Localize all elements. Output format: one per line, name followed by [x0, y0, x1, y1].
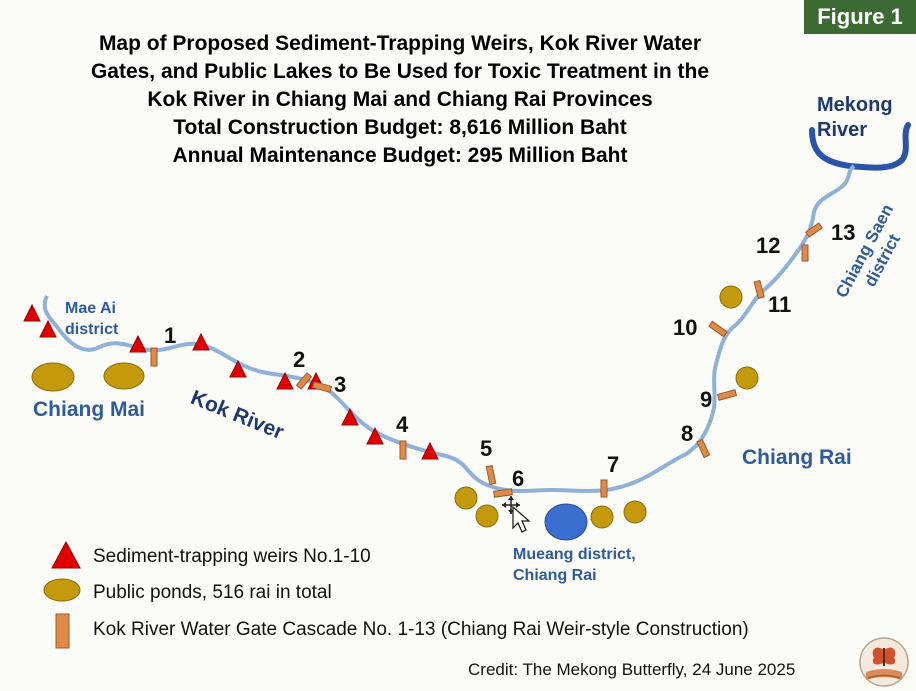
weir-icon: [366, 426, 384, 445]
gate-number: 5: [480, 436, 493, 461]
water-gate-3: [311, 381, 333, 393]
water-gate-13: [805, 222, 823, 238]
weir-icon: [23, 303, 41, 322]
gate-number: 9: [700, 387, 713, 412]
water-gate-5: [485, 464, 497, 486]
pond: [454, 486, 478, 510]
mekong-butterfly-logo-icon: [859, 637, 909, 687]
water-gate-12: [801, 244, 809, 262]
weir-icon: [129, 334, 147, 353]
gate-number: 12: [756, 233, 781, 258]
weir-icon: [229, 359, 247, 378]
legend-weir-icon: [51, 540, 81, 569]
mekong-river-label: Mekong River: [817, 93, 893, 143]
gate-number: 2: [293, 347, 306, 372]
mekong-river: [809, 122, 911, 171]
gate-number: 7: [607, 452, 620, 477]
title-line: Map of Proposed Sediment-Trapping Weirs,…: [98, 32, 702, 55]
gate-number: 13: [831, 220, 856, 245]
water-gate-9: [716, 389, 738, 401]
water-gate-10: [708, 320, 728, 338]
gate-number: 4: [396, 412, 409, 437]
legend-weirs-label: Sediment-trapping weirs No.1-10: [93, 546, 371, 567]
mueang-district-label: Mueang district, Chiang Rai: [513, 544, 636, 586]
water-gate-11: [753, 279, 765, 300]
legend-gates: Kok River Water Gate Cascade No. 1-13 (C…: [93, 619, 749, 641]
water-gate-4: [399, 440, 407, 460]
legend-ponds-label: Public ponds, 516 rai in total: [93, 582, 332, 603]
kok-river: [42, 164, 856, 493]
gate-number: 11: [768, 292, 792, 317]
gate-number: 8: [681, 421, 694, 446]
legend-pond-icon: [43, 578, 81, 602]
water-gate-1: [150, 347, 158, 367]
pond: [590, 505, 614, 529]
credit-text: Credit: The Mekong Butterfly, 24 June 20…: [468, 660, 796, 679]
mekong-label-line: Mekong: [817, 94, 893, 116]
gate-number: 6: [512, 466, 525, 491]
title-line: Annual Maintenance Budget: 295 Million B…: [172, 144, 628, 167]
weir-icon: [341, 407, 359, 426]
water-gate-2: [295, 372, 313, 390]
legend-gates-label: Kok River Water Gate Cascade No. 1-13 (C…: [93, 619, 749, 640]
gate-number: 3: [334, 372, 347, 397]
weir-icon: [192, 332, 210, 351]
water-gate-8: [696, 438, 711, 459]
chiang-mai-label: Chiang Mai: [33, 398, 146, 421]
mae-ai-label: Mae Ai district: [65, 298, 118, 340]
mae-ai-label-line: district: [65, 321, 119, 338]
pond: [735, 366, 759, 390]
legend-weirs: Sediment-trapping weirs No.1-10: [93, 546, 371, 568]
gate-number: 1: [164, 323, 177, 348]
pond: [719, 285, 743, 309]
gate-number: 10: [673, 315, 698, 340]
mouse-cursor-icon: [502, 496, 531, 533]
chiang-rai-label: Chiang Rai: [742, 446, 852, 469]
title-line: Kok River in Chiang Mai and Chiang Rai P…: [147, 88, 653, 111]
mueang-label-line: Mueang district,: [513, 546, 636, 563]
weir-icon: [276, 371, 294, 390]
water-gate-7: [600, 479, 608, 498]
pond: [103, 362, 145, 390]
title-line: Total Construction Budget: 8,616 Million…: [173, 116, 627, 139]
legend-ponds: Public ponds, 516 rai in total: [93, 582, 332, 604]
map-title: Map of Proposed Sediment-Trapping Weirs,…: [20, 30, 780, 170]
pond: [31, 362, 75, 392]
weir-icon: [39, 319, 57, 338]
pond: [475, 504, 499, 528]
weir-icon: [421, 441, 439, 460]
title-line: Gates, and Public Lakes to Be Used for T…: [90, 60, 710, 83]
mekong-label-line: River: [817, 119, 868, 141]
pond: [623, 500, 647, 524]
lake: [544, 503, 588, 541]
mae-ai-label-line: Mae Ai: [65, 300, 116, 317]
mueang-label-line: Chiang Rai: [513, 567, 597, 584]
legend-gate-icon: [55, 613, 70, 649]
water-gate-6: [493, 488, 513, 498]
figure-badge: Figure 1: [804, 0, 916, 34]
